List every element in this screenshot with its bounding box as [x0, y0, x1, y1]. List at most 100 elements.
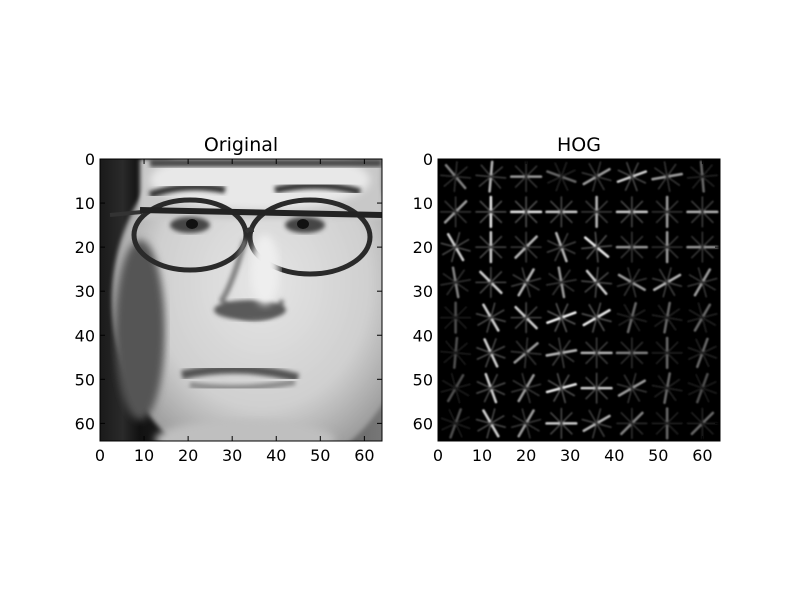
hog-orientation-line	[585, 200, 608, 224]
hog-orientation-line	[655, 200, 679, 224]
hog-orientation-line	[581, 418, 612, 429]
hog-cell	[546, 302, 577, 333]
hog-cell	[686, 160, 718, 193]
x-tick-label: 60	[692, 446, 712, 465]
hog-cell	[687, 372, 718, 404]
hog-orientation-line	[554, 162, 569, 191]
hog-orientation-line	[479, 235, 503, 259]
x-tick-label: 30	[560, 446, 580, 465]
hog-orientation-line	[620, 341, 644, 365]
x-tick-label: 40	[604, 446, 624, 465]
y-tick-label: 0	[423, 150, 433, 169]
hog-orientation-line	[655, 341, 679, 365]
hog-orientation-line	[620, 235, 644, 259]
hog-orientation-line	[511, 418, 542, 429]
hog-orientation-line	[511, 383, 542, 393]
hog-cell	[440, 266, 472, 299]
hog-cell	[440, 301, 472, 334]
hog-cell	[581, 266, 613, 298]
hog-cell	[651, 336, 683, 369]
hog-axes-frame	[437, 158, 721, 442]
hog-orientation-line	[511, 277, 542, 288]
hog-cell	[581, 161, 612, 192]
hog-cell	[476, 338, 506, 368]
hog-orientation-line	[446, 269, 465, 296]
hog-orientation-line	[627, 267, 637, 298]
y-tick-label: 10	[75, 194, 95, 213]
hog-cell	[651, 231, 683, 264]
hog-cell	[440, 408, 471, 439]
hog-cell	[475, 266, 507, 298]
face-image	[100, 159, 382, 441]
hog-orientation-line	[441, 416, 470, 431]
hog-cell	[510, 302, 542, 334]
hog-orientation-line	[652, 277, 683, 288]
hog-orientation-line	[514, 165, 538, 188]
hog-cell	[475, 302, 506, 333]
y-tick-label: 50	[413, 370, 433, 389]
y-tick-label: 30	[413, 282, 433, 301]
y-tick-label: 40	[75, 326, 95, 345]
hog-cell	[440, 196, 472, 228]
hog-cell	[580, 337, 613, 369]
hog-orientation-line	[548, 343, 575, 363]
hog-cell	[687, 337, 718, 369]
hog-cell	[616, 161, 648, 192]
hog-cell	[545, 266, 577, 299]
hog-orientation-line	[485, 338, 497, 368]
hog-cell	[615, 337, 648, 369]
hog-orientation-line	[688, 345, 717, 360]
hog-orientation-line	[547, 379, 575, 397]
x-tick-label: 30	[222, 446, 242, 465]
y-tick-label: 10	[413, 194, 433, 213]
hog-orientation-line	[510, 350, 542, 355]
y-tick-label: 50	[75, 370, 95, 389]
x-tick-label: 10	[134, 446, 154, 465]
hog-cell	[687, 302, 718, 333]
hog-cell	[511, 267, 542, 298]
hog-cell	[651, 195, 683, 228]
hog-cell	[545, 373, 577, 404]
x-tick-label: 10	[472, 446, 492, 465]
hog-cell	[545, 196, 578, 228]
hog-cell	[475, 231, 507, 264]
hog-cell	[440, 373, 471, 404]
hog-orientation-line	[620, 200, 644, 224]
x-tick-label: 0	[95, 446, 105, 465]
hog-image	[438, 159, 720, 441]
x-tick-label: 0	[433, 446, 443, 465]
hog-cell	[581, 408, 612, 439]
hog-orientation-line	[585, 376, 608, 400]
hog-cell	[475, 195, 507, 228]
hog-cell	[545, 407, 578, 439]
y-tick-label: 20	[75, 238, 95, 257]
x-tick-label: 60	[354, 446, 374, 465]
hog-orientation-line	[550, 200, 573, 224]
hog-orientation-line	[691, 235, 714, 259]
hog-orientation-line	[581, 312, 612, 323]
y-tick-label: 30	[75, 282, 95, 301]
hog-orientation-line	[617, 169, 647, 184]
hog-cell	[616, 267, 647, 298]
hog-cell	[510, 231, 542, 263]
hog-cell	[651, 372, 683, 405]
hog-orientation-line	[479, 200, 503, 224]
hog-cell	[510, 337, 542, 369]
hog-cell	[475, 160, 507, 193]
hog-cell	[652, 267, 683, 298]
hog-cell	[581, 302, 612, 333]
hog-cell	[686, 407, 718, 439]
y-tick-label: 40	[413, 326, 433, 345]
hog-cell	[686, 231, 719, 263]
hog-orientation-line	[581, 171, 612, 182]
hog-orientation-line	[483, 373, 498, 403]
hog-orientation-line	[443, 342, 468, 364]
hog-cell	[651, 161, 684, 193]
hog-cell	[440, 232, 471, 263]
hog-orientation-line	[616, 383, 647, 393]
hog-orientation-line	[478, 166, 504, 187]
original-title: Original	[204, 134, 278, 156]
